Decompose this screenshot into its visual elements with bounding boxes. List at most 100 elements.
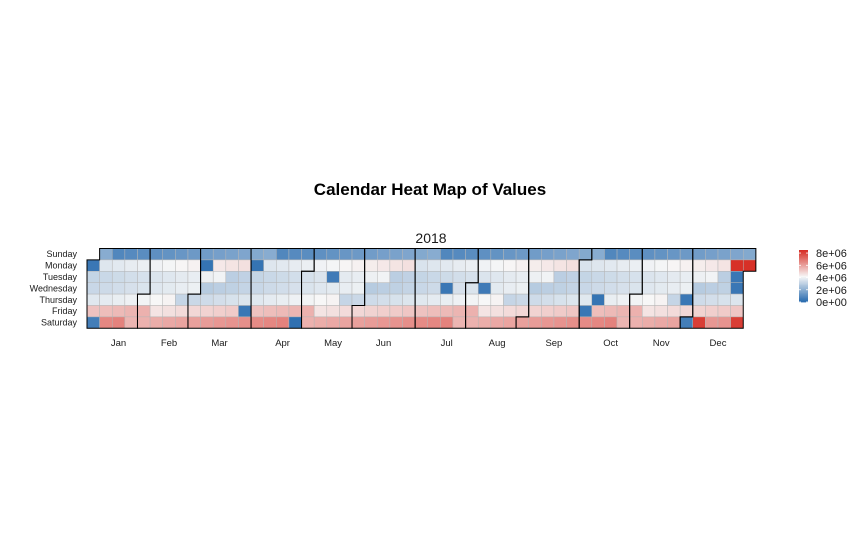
- heatmap-cell: [440, 282, 454, 295]
- heatmap-cell: [578, 305, 593, 318]
- heatmap-cell: [616, 316, 630, 329]
- heatmap-cell: [402, 316, 416, 329]
- heatmap-cell: [477, 259, 492, 272]
- legend-color-step: [799, 266, 808, 269]
- heatmap-cell: [339, 305, 353, 318]
- heatmap-cells: [86, 248, 757, 329]
- heatmap-cell: [339, 282, 353, 295]
- heatmap-cell: [414, 316, 428, 329]
- heatmap-cell: [339, 271, 353, 283]
- heatmap-cell: [503, 282, 517, 295]
- heatmap-cell: [276, 259, 290, 272]
- heatmap-cell: [301, 271, 315, 283]
- heatmap-cell: [717, 293, 731, 306]
- heatmap-cell: [477, 282, 492, 295]
- heatmap-cell: [200, 305, 214, 318]
- heatmap-cell: [730, 305, 744, 318]
- heatmap-cell: [86, 316, 100, 329]
- legend-color-step: [799, 269, 808, 272]
- heatmap-cell: [452, 259, 466, 272]
- heatmap-cell: [705, 293, 719, 306]
- heatmap-cell: [452, 248, 466, 261]
- heatmap-cell: [604, 305, 618, 318]
- legend-color-step: [799, 279, 808, 282]
- heatmap-cell: [591, 316, 605, 329]
- heatmap-cell: [339, 316, 353, 329]
- heatmap-cell: [730, 248, 744, 261]
- heatmap-cell: [326, 316, 340, 329]
- heatmap-cell: [642, 305, 656, 318]
- heatmap-cell: [162, 316, 176, 329]
- heatmap-cell: [111, 316, 126, 329]
- heatmap-cell: [742, 248, 757, 261]
- heatmap-cell: [477, 248, 492, 261]
- heatmap-cell: [263, 259, 277, 272]
- heatmap-cell: [515, 316, 529, 329]
- heatmap-cell: [225, 316, 239, 329]
- legend-color-step: [799, 252, 808, 255]
- legend-color-step: [799, 250, 808, 252]
- heatmap-cell: [225, 305, 239, 318]
- heatmap-cell: [654, 248, 668, 261]
- heatmap-cell: [326, 305, 340, 318]
- heatmap-cell: [528, 316, 542, 329]
- heatmap-cell: [301, 316, 315, 329]
- heatmap-cell: [351, 259, 365, 272]
- heatmap-cell: [742, 259, 757, 272]
- heatmap-cell: [528, 282, 542, 295]
- legend-break-label: 4e+06: [816, 273, 847, 285]
- heatmap-cell: [313, 259, 328, 272]
- heatmap-cell: [566, 282, 580, 295]
- heatmap-cell: [212, 271, 227, 283]
- heatmap-cell: [654, 271, 668, 283]
- heatmap-cell: [642, 282, 656, 295]
- heatmap-cell: [326, 248, 340, 261]
- heatmap-cell: [629, 305, 643, 318]
- heatmap-cell: [187, 259, 201, 272]
- heatmap-cell: [326, 282, 340, 295]
- heatmap-cell: [705, 316, 719, 329]
- heatmap-cell: [414, 259, 428, 272]
- legend-color-step: [799, 282, 808, 285]
- heatmap-cell: [692, 271, 706, 283]
- heatmap-cell: [578, 293, 593, 306]
- heatmap-cell: [313, 305, 328, 318]
- heatmap-cell: [515, 259, 529, 272]
- heatmap-cell: [364, 271, 378, 283]
- heatmap-cell: [591, 305, 605, 318]
- month-border: [679, 248, 757, 329]
- legend-color-step: [799, 265, 808, 268]
- heatmap-cell: [427, 293, 441, 306]
- heatmap-cell: [111, 282, 126, 295]
- heatmap-cell: [692, 305, 706, 318]
- heatmap-cell: [175, 316, 189, 329]
- heatmap-cell: [402, 293, 416, 306]
- month-label: Oct: [603, 338, 618, 349]
- chart-title: Calendar Heat Map of Values: [314, 180, 546, 199]
- month-label: Jan: [111, 338, 126, 349]
- heatmap-cell: [629, 282, 643, 295]
- heatmap-cell: [667, 305, 681, 318]
- heatmap-cell: [313, 293, 328, 306]
- month-label: May: [324, 338, 342, 349]
- heatmap-cell: [566, 259, 580, 272]
- legend-color-step: [799, 260, 808, 263]
- heatmap-cell: [578, 248, 593, 261]
- heatmap-cell: [679, 282, 694, 295]
- heatmap-cell: [452, 305, 466, 318]
- panel-strip: [99, 229, 764, 246]
- heatmap-cell: [566, 305, 580, 318]
- heatmap-cell: [566, 271, 580, 283]
- heatmap-cell: [452, 293, 466, 306]
- month-label: Sep: [545, 338, 562, 349]
- legend-color-step: [799, 277, 808, 279]
- heatmap-cell: [339, 248, 353, 261]
- legend-color-step: [799, 290, 808, 292]
- heatmap-cell: [604, 259, 618, 272]
- legend-color-step: [799, 300, 808, 303]
- legend-color-step: [799, 253, 808, 256]
- heatmap-cell: [490, 316, 504, 329]
- heatmap-cell: [187, 316, 201, 329]
- heatmap-cell: [175, 282, 189, 295]
